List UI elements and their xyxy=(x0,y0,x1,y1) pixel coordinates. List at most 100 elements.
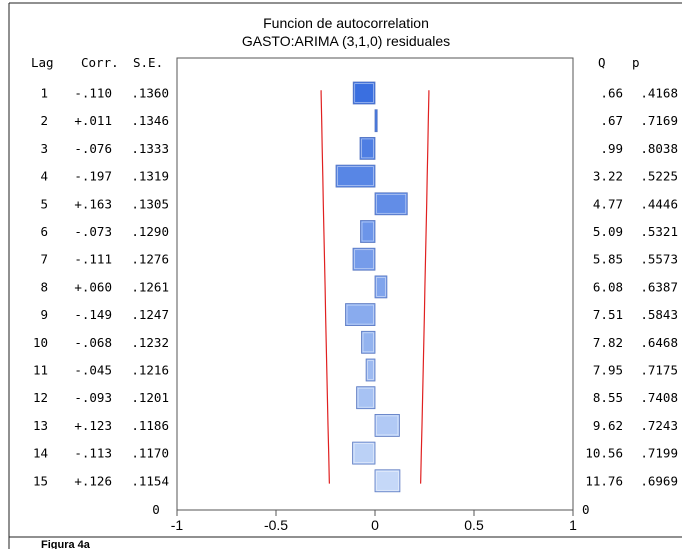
corr-value-14: -.113 xyxy=(74,446,112,461)
corr-value-2: +.011 xyxy=(74,113,112,128)
corr-value-13: +.123 xyxy=(74,418,112,433)
se-value-9: .1247 xyxy=(131,307,169,322)
lag-label-5: 5 xyxy=(40,196,48,211)
acf-bar-highlight-lag-9 xyxy=(346,304,374,325)
q-value-8: 6.08 xyxy=(593,279,623,294)
acf-bar-highlight-lag-13 xyxy=(376,415,399,436)
q-value-5: 4.77 xyxy=(593,196,623,211)
p-value-5: .4446 xyxy=(640,196,678,211)
upper-confidence-line xyxy=(420,90,430,484)
p-value-4: .5225 xyxy=(640,169,678,184)
acf-bar-lag-14 xyxy=(352,441,376,465)
q-value-14: 10.56 xyxy=(585,446,623,461)
q-value-9: 7.51 xyxy=(593,307,623,322)
se-value-4: .1319 xyxy=(131,169,169,184)
corr-value-12: -.093 xyxy=(74,390,112,405)
acf-bar-highlight-lag-6 xyxy=(361,221,374,242)
q-value-13: 9.62 xyxy=(593,418,623,433)
acf-bar-lag-9 xyxy=(345,303,376,327)
lag-label-1: 1 xyxy=(40,86,48,101)
se-value-5: .1305 xyxy=(131,196,169,211)
se-value-15: .1154 xyxy=(131,473,169,488)
lag-label-7: 7 xyxy=(40,252,48,267)
p-value-2: .7169 xyxy=(640,113,678,128)
figure-caption: Figura 4a xyxy=(41,539,91,549)
corr-header: Corr. xyxy=(81,55,119,70)
p-value-6: .5321 xyxy=(640,224,678,239)
corr-value-8: +.060 xyxy=(74,279,112,294)
corr-value-3: -.076 xyxy=(74,141,112,156)
p-value-9: .5843 xyxy=(640,307,678,322)
lag-label-12: 12 xyxy=(33,390,48,405)
acf-bar-lag-4 xyxy=(335,164,376,188)
se-value-11: .1216 xyxy=(131,363,169,378)
x-tick-label: 0.5 xyxy=(464,517,484,533)
chart-subtitle: GASTO:ARIMA (3,1,0) residuales xyxy=(242,33,450,49)
q-value-2: .67 xyxy=(600,113,623,128)
se-value-2: .1346 xyxy=(131,113,169,128)
acf-bar-highlight-lag-10 xyxy=(362,332,374,353)
q-value-1: .66 xyxy=(600,86,623,101)
se-value-1: .1360 xyxy=(131,86,169,101)
se-value-3: .1333 xyxy=(131,141,169,156)
corr-value-6: -.073 xyxy=(74,224,112,239)
se-value-13: .1186 xyxy=(131,418,169,433)
zero-row-q: 0 xyxy=(582,502,590,517)
acf-bar-lag-15 xyxy=(374,469,401,493)
x-tick-label: -1 xyxy=(171,517,184,533)
zero-row-lag: 0 xyxy=(152,502,160,517)
corr-value-1: -.110 xyxy=(74,86,112,101)
corr-value-10: -.068 xyxy=(74,335,112,350)
p-value-13: .7243 xyxy=(640,418,678,433)
lag-label-13: 13 xyxy=(33,418,48,433)
corr-value-5: +.163 xyxy=(74,196,112,211)
acf-bar-lag-12 xyxy=(356,386,376,410)
p-value-15: .6969 xyxy=(640,473,678,488)
q-value-12: 8.55 xyxy=(593,390,623,405)
q-value-15: 11.76 xyxy=(585,473,623,488)
acf-bar-highlight-lag-15 xyxy=(376,470,399,491)
lag-label-2: 2 xyxy=(40,113,48,128)
lag-label-11: 11 xyxy=(33,363,48,378)
acf-bar-highlight-lag-3 xyxy=(361,138,374,159)
se-value-12: .1201 xyxy=(131,390,169,405)
x-tick-label: -0.5 xyxy=(264,517,288,533)
lag-label-6: 6 xyxy=(40,224,48,239)
p-value-7: .5573 xyxy=(640,252,678,267)
lag-label-8: 8 xyxy=(40,279,48,294)
p-value-14: .7199 xyxy=(640,446,678,461)
acf-bar-lag-11 xyxy=(365,358,376,382)
acf-bar-highlight-lag-11 xyxy=(367,360,374,380)
se-value-10: .1232 xyxy=(131,335,169,350)
p-value-8: .6387 xyxy=(640,279,678,294)
corr-value-7: -.111 xyxy=(74,252,112,267)
chart-title: Funcion de autocorrelation xyxy=(263,15,429,31)
lower-confidence-line xyxy=(320,90,330,484)
acf-bar-lag-7 xyxy=(352,247,376,271)
p-header: p xyxy=(632,55,640,70)
lag-label-15: 15 xyxy=(33,473,48,488)
corr-value-15: +.126 xyxy=(74,473,112,488)
acf-bar-highlight-lag-12 xyxy=(357,387,374,408)
p-value-10: .6468 xyxy=(640,335,678,350)
acf-bar-lag-13 xyxy=(374,413,400,437)
acf-bar-lag-2 xyxy=(374,109,378,133)
lag-label-9: 9 xyxy=(40,307,48,322)
p-value-1: .4168 xyxy=(640,86,678,101)
acf-bar-lag-5 xyxy=(374,192,408,216)
se-value-14: .1170 xyxy=(131,446,169,461)
acf-bar-highlight-lag-1 xyxy=(354,83,374,103)
lag-label-14: 14 xyxy=(33,446,48,461)
q-header: Q xyxy=(598,55,606,70)
acf-bar-lag-1 xyxy=(352,81,376,105)
x-tick-label: 1 xyxy=(569,517,577,533)
p-value-12: .7408 xyxy=(640,390,678,405)
corr-value-9: -.149 xyxy=(74,307,112,322)
p-value-11: .7175 xyxy=(640,363,678,378)
acf-bar-highlight-lag-4 xyxy=(337,166,374,186)
acf-bar-highlight-lag-8 xyxy=(376,277,386,297)
acf-bar-highlight-lag-7 xyxy=(354,249,374,270)
q-value-10: 7.82 xyxy=(593,335,623,350)
se-value-6: .1290 xyxy=(131,224,169,239)
